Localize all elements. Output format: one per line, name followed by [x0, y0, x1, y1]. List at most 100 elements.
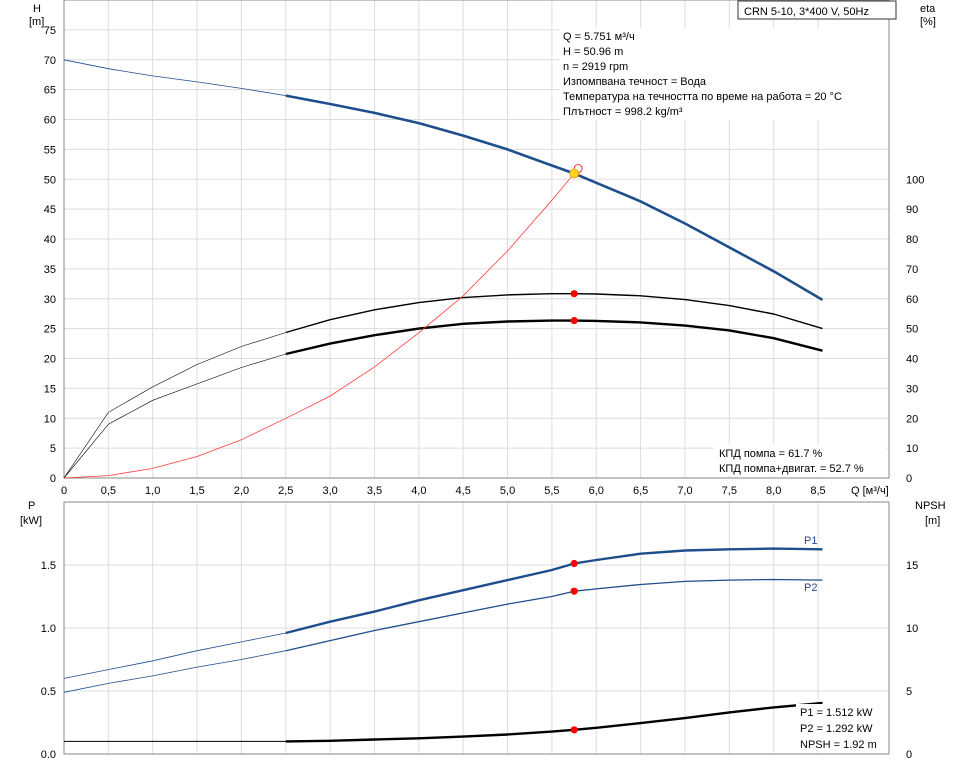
top-plot-frame — [63, 0, 890, 479]
y-left-tick-label: 0.0 — [41, 749, 56, 761]
p1-duty-point — [570, 559, 578, 568]
npsh-curve — [285, 701, 823, 743]
y-left-tick-label: 50 — [44, 174, 56, 186]
power-npsh-panel: 0.0 0.5 1.0 1.5 0 5 10 15 P [kW] NPSH [m] P1 P… — [20, 500, 946, 761]
y-right-tick-label: 20 — [906, 413, 918, 425]
bottom-plot-frame — [63, 501, 890, 755]
y-left-tick-label: 70 — [44, 55, 56, 67]
y-left-tick-label: 15 — [44, 383, 56, 395]
y-left-tick-label: 20 — [44, 354, 56, 366]
y-left-tick-label: 35 — [44, 264, 56, 276]
model-label: CRN 5-10, 3*400 V, 50Hz — [744, 6, 869, 18]
npsh-duty-point — [570, 726, 578, 734]
p1-curve-extrapolated — [63, 632, 286, 679]
p2-curve-label: P2 — [804, 582, 817, 594]
eta-axis-unit: [%] — [920, 16, 936, 28]
y-right-tick-label: 100 — [906, 174, 924, 186]
p1-curve — [285, 547, 823, 635]
model-box — [737, 0, 897, 20]
y-right-tick-label: 0 — [906, 749, 912, 761]
y-left-tick-label: 40 — [44, 234, 56, 246]
bottom-grid — [64, 502, 889, 754]
x-tick-label: 2,0 — [234, 485, 249, 497]
info-p1: P1 = 1.512 kW — [800, 707, 873, 719]
y-right-tick-label: 10 — [906, 443, 918, 455]
y-left-tick-label: 55 — [44, 144, 56, 156]
y-left-tick-label: 30 — [44, 294, 56, 306]
y-right-tick-label: 40 — [906, 354, 918, 366]
bottom-series-layer — [63, 547, 823, 743]
x-tick-label: 6,0 — [589, 485, 604, 497]
eff_pump-curve — [285, 293, 823, 334]
power-axis-symbol: P — [28, 500, 35, 512]
head-y-tick-labels: 0 5 10 15 20 25 30 35 40 45 50 55 60 65 70 75 — [44, 25, 56, 485]
head-axis-unit: [m] — [29, 16, 44, 28]
x-tick-label: 3,5 — [367, 485, 382, 497]
eta-y-tick-labels: 0 10 20 30 40 50 60 70 80 90 100 — [906, 174, 924, 485]
x-tick-label: 8,0 — [766, 485, 781, 497]
eff_total-curve — [285, 319, 823, 356]
info-head: H = 50.96 m — [563, 46, 623, 58]
npsh-y-tick-labels: 0 5 10 15 — [906, 560, 918, 761]
npsh-axis-symbol: NPSH — [915, 500, 946, 512]
x-tick-label: 7,5 — [722, 485, 737, 497]
p2-duty-point — [570, 587, 578, 595]
y-right-tick-label: 60 — [906, 294, 918, 306]
y-left-tick-label: 25 — [44, 324, 56, 336]
y-right-tick-label: 80 — [906, 234, 918, 246]
y-left-tick-label: 1.5 — [41, 560, 56, 572]
y-right-tick-label: 30 — [906, 383, 918, 395]
duty-info-box — [560, 28, 888, 120]
y-left-tick-label: 1.0 — [41, 623, 56, 635]
x-tick-label: 1,0 — [145, 485, 160, 497]
x-tick-label: 5,5 — [544, 485, 559, 497]
head-efficiency-panel: 0 0,5 1,0 1,5 2,0 2,5 3,0 3,5 4,0 4,5 5,0 5,5 6,0 6,5… — [29, 0, 936, 497]
x-tick-label: 2,5 — [278, 485, 293, 497]
y-left-tick-label: 10 — [44, 413, 56, 425]
info-speed: n = 2919 rpm — [563, 61, 628, 73]
eff_pump-duty-point — [570, 290, 578, 298]
eff_total-curve-extrapolated — [63, 353, 286, 479]
x-tick-label: 4,0 — [411, 485, 426, 497]
duty-point-marker — [569, 168, 580, 179]
y-right-tick-label: 5 — [906, 686, 912, 698]
info-p2: P2 = 1.292 kW — [800, 723, 873, 735]
y-left-tick-label: 75 — [44, 25, 56, 37]
y-right-tick-label: 15 — [906, 560, 918, 572]
y-right-tick-label: 0 — [906, 473, 912, 485]
x-tick-label: 7,0 — [677, 485, 692, 497]
eff_total-duty-point — [570, 316, 578, 325]
y-left-tick-label: 0 — [50, 473, 56, 485]
info-npsh: NPSH = 1.92 m — [800, 739, 877, 751]
x-tick-label: 3,0 — [322, 485, 337, 497]
power-y-tick-labels: 0.0 0.5 1.0 1.5 — [41, 560, 56, 761]
info-temperature: Температура на течността по време на раб… — [563, 91, 842, 103]
info-density: Плътност = 998.2 kg/m³ — [563, 106, 683, 118]
head-axis-symbol: H — [33, 3, 41, 15]
y-left-tick-label: 65 — [44, 85, 56, 97]
x-tick-label: 6,5 — [633, 485, 648, 497]
info-liquid: Изпомпвана течност = Вода — [563, 76, 707, 88]
y-right-tick-label: 50 — [906, 324, 918, 336]
y-right-tick-label: 70 — [906, 264, 918, 276]
x-tick-label: 1,5 — [189, 485, 204, 497]
eta-axis-symbol: eta — [920, 3, 936, 15]
power-axis-unit: [kW] — [20, 515, 42, 527]
head-curve-extrapolated — [63, 59, 286, 96]
p2-curve — [285, 578, 823, 652]
top-points-layer — [569, 164, 583, 325]
y-left-tick-label: 60 — [44, 115, 56, 127]
x-tick-label: 5,0 — [500, 485, 515, 497]
top-series-layer — [63, 59, 824, 479]
x-tick-label: 0 — [61, 485, 67, 497]
x-tick-label: 8,5 — [810, 485, 825, 497]
x-tick-label: 0,5 — [101, 485, 116, 497]
info-total-efficiency: КПД помпа+двигат. = 52.7 % — [719, 463, 864, 475]
x-tick-label: 4,5 — [456, 485, 471, 497]
npsh-axis-unit: [m] — [925, 515, 940, 527]
p1-curve-label: P1 — [804, 535, 817, 547]
eff_pump-curve-extrapolated — [63, 332, 286, 479]
y-right-tick-label: 90 — [906, 204, 918, 216]
info-pump-efficiency: КПД помпа = 61.7 % — [719, 448, 823, 460]
